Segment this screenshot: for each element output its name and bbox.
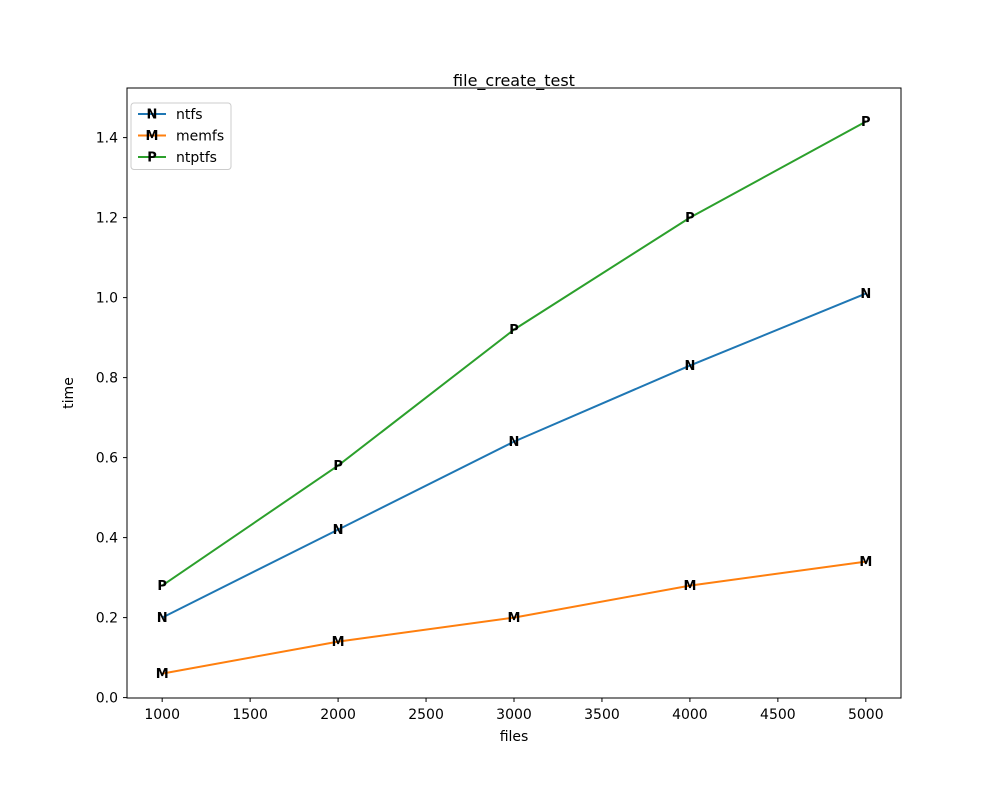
legend-marker-memfs: M [146, 129, 159, 144]
y-tick-label: 1.2 [96, 211, 118, 227]
chart-series: N N N N N M M M M M P P P P P [156, 115, 873, 682]
y-tick-label: 0.8 [96, 371, 118, 387]
legend-marker-ntptfs: P [147, 151, 157, 166]
legend-item-label-memfs: memfs [176, 129, 224, 145]
series-marker-ntfs: N [509, 435, 520, 450]
y-tick-label: 1.0 [96, 291, 118, 307]
series-marker-ntfs: N [157, 611, 168, 626]
series-line-ntptfs [161, 120, 867, 587]
series-marker-memfs: M [508, 611, 521, 626]
legend-box [130, 102, 232, 170]
series-marker-ntptfs: P [333, 459, 343, 474]
x-tick-label: 5000 [848, 707, 884, 723]
series-marker-ntfs: N [333, 523, 344, 538]
series-marker-ntfs: N [684, 359, 695, 374]
y-tick-label: 0.4 [96, 531, 118, 547]
x-tick-label: 1000 [144, 707, 180, 723]
y-tick-label: 1.4 [96, 131, 118, 147]
legend-item-label-ntptfs: ntptfs [176, 150, 217, 166]
series-marker-memfs: M [332, 635, 345, 650]
x-tick-label: 2500 [408, 707, 444, 723]
series-marker-memfs: M [683, 579, 696, 594]
series-marker-ntptfs: P [861, 115, 871, 130]
series-marker-ntptfs: P [157, 579, 167, 594]
series-marker-memfs: M [859, 555, 872, 570]
x-tick-label: 3000 [496, 707, 532, 723]
series-marker-ntfs: N [860, 287, 871, 302]
x-tick-label: 1500 [232, 707, 268, 723]
legend-marker-ntfs: N [147, 108, 158, 123]
x-tick-label: 4500 [760, 707, 796, 723]
y-tick-label: 0.2 [96, 611, 118, 627]
series-marker-ntptfs: P [685, 211, 695, 226]
axis-ticks: 1000 1500 2000 2500 3000 3500 4000 4500 5000 0.0 0… [96, 131, 884, 723]
y-axis-label: time [61, 377, 77, 409]
series-line-ntfs [161, 292, 867, 619]
chart-title: file_create_test [453, 71, 575, 91]
plot-area-border [126, 87, 902, 699]
y-tick-label: 0.0 [96, 691, 118, 707]
x-tick-label: 4000 [672, 707, 708, 723]
series-line-memfs [162, 560, 866, 675]
y-tick-label: 0.6 [96, 451, 118, 467]
x-tick-label: 3500 [584, 707, 620, 723]
x-axis-label: files [500, 729, 529, 745]
x-tick-label: 2000 [320, 707, 356, 723]
series-marker-memfs: M [156, 667, 169, 682]
legend-item-label-ntfs: ntfs [176, 107, 203, 123]
series-marker-ntptfs: P [509, 323, 519, 338]
